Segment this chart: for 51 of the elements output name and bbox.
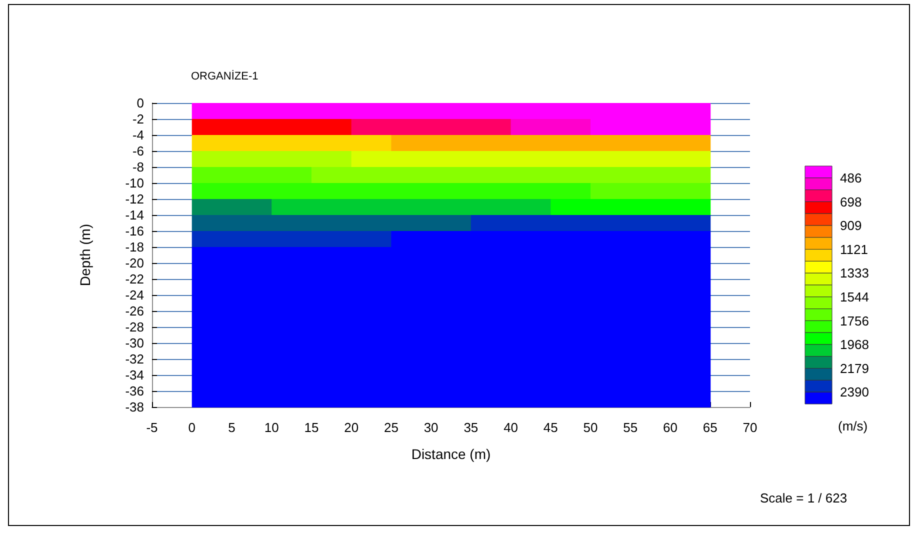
y-tick-label: -30 [125,336,144,350]
y-tick-label: -32 [125,352,144,366]
y-tick-label: -14 [125,208,144,222]
x-tick-label: 25 [384,420,398,435]
color-bar-label: 2390 [840,384,869,400]
y-tick-label: -18 [125,240,144,254]
x-tick-label: 55 [623,420,638,435]
x-tick-label: 60 [663,420,678,435]
y-tick-label: -38 [125,400,144,414]
y-axis-title: Depth (m) [77,224,93,286]
color-bar-label: 1756 [840,313,869,328]
x-tick-label: 10 [264,420,279,435]
color-bar-label: 698 [840,194,862,210]
x-tick-label: 35 [464,420,478,435]
y-tick-label: -26 [125,304,144,318]
y-tick-label: -6 [132,144,144,158]
x-tick-label: 45 [543,420,558,435]
x-tick-label: 0 [188,420,196,435]
y-tick-label: -24 [125,288,144,302]
y-tick-label: -16 [125,224,144,238]
color-bar-label: 1121 [840,242,868,257]
x-tick-label: 70 [742,420,758,435]
y-tick-label: -28 [125,320,144,334]
color-bar-label: 2179 [840,360,869,376]
y-tick-label: -2 [132,112,144,126]
x-tick-label: 50 [583,420,598,435]
color-bar-label: 1544 [840,289,869,304]
x-tick-label: 30 [424,420,438,435]
y-tick-label: -8 [132,160,144,174]
y-tick-label: 0 [136,96,144,110]
y-tick-label: -10 [125,176,144,190]
x-tick-label: 40 [504,420,518,435]
x-tick-label: 5 [228,420,236,435]
color-bar-label: 486 [840,170,862,186]
x-tick-label: 20 [344,420,359,435]
color-bar-title: (m/s) [838,418,868,434]
x-axis-title: Distance (m) [411,446,491,462]
color-bar-label: 1333 [840,266,869,281]
color-bar-label: 1968 [840,337,869,352]
x-tick-label: 65 [702,420,718,435]
y-tick-label: -12 [125,192,144,206]
x-tick-label: -5 [146,420,158,435]
y-tick-label: -22 [125,272,144,286]
chart-title: ORGANİZE-1 [191,70,258,82]
text: Scale = 1 / 623 [760,490,848,506]
y-tick-label: -34 [125,368,144,382]
x-tick-label: 15 [304,420,319,435]
color-bar-label: 909 [840,218,862,233]
y-tick-label: -36 [125,384,144,398]
y-tick-label: -20 [125,256,144,270]
y-tick-label: -4 [132,128,144,142]
